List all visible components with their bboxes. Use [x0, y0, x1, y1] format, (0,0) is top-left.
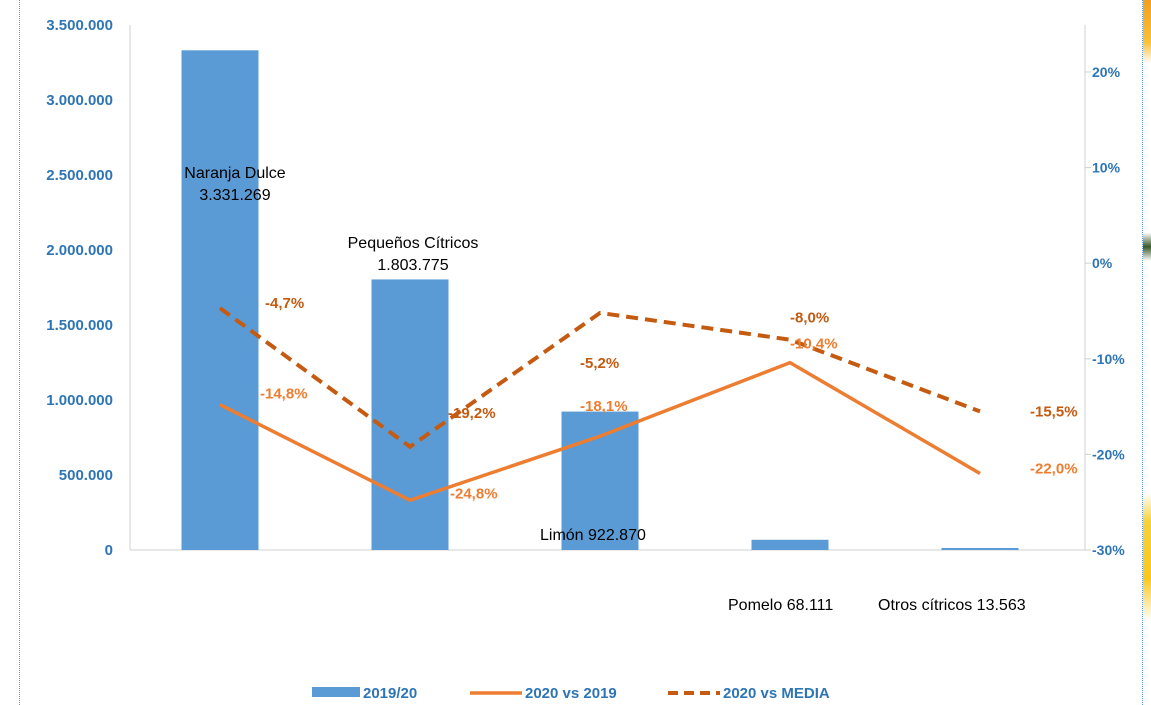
bar-data-label: Pequeños Cítricos 1.803.775: [348, 235, 479, 274]
y-left-tick-label: 1.000.000: [46, 392, 113, 409]
y-right-tick-label: -20%: [1092, 446, 1125, 462]
legend-label: 2020 vs MEDIA: [723, 685, 830, 702]
bar-data-label: Otros cítricos 13.563: [878, 597, 1026, 614]
line-data-label: -18,1%: [580, 398, 628, 415]
y-left-tick-label: 3.000.000: [46, 92, 113, 109]
bar-data-label-line: Limón 922.870: [540, 527, 646, 544]
bar-1: [181, 50, 259, 550]
bar-data-label-line: 3.331.269: [199, 187, 270, 204]
legend-label: 2019/20: [363, 685, 417, 702]
line-data-label: -10,4%: [790, 336, 838, 353]
line-data-label: -4,7%: [265, 295, 304, 312]
y-left-tick-label: 1.500.000: [46, 317, 113, 334]
line-data-label: -22,0%: [1030, 461, 1078, 478]
y-right-tick-label: 20%: [1092, 64, 1121, 80]
bar-data-label-line: 1.803.775: [377, 257, 448, 274]
bar-2: [371, 279, 449, 550]
bar-data-label: Limón 922.870: [540, 527, 646, 544]
bar-data-label-line: Otros cítricos 13.563: [878, 597, 1026, 614]
citrus-photo-edge: [1143, 0, 1151, 705]
bar-data-label-line: Naranja Dulce: [184, 165, 285, 182]
line-data-label: -19,2%: [448, 405, 496, 422]
line-data-label: -8,0%: [790, 310, 829, 327]
y-right-tick-label: -30%: [1092, 542, 1125, 558]
line-data-label: -24,8%: [450, 485, 498, 502]
line-data-label: -15,5%: [1030, 403, 1078, 420]
chart-frame-right-border: [1142, 0, 1143, 705]
line-data-label: -14,8%: [260, 386, 308, 403]
y-right-tick-label: -10%: [1092, 351, 1125, 367]
y-left-tick-label: 0: [105, 542, 113, 559]
bar-data-label: Naranja Dulce 3.331.269: [184, 165, 285, 204]
bar-data-label-line: Pequeños Cítricos: [348, 235, 479, 252]
bar-5: [941, 547, 1019, 550]
legend-label: 2020 vs 2019: [525, 685, 617, 702]
bar-4: [751, 539, 829, 550]
y-left-tick-label: 500.000: [59, 467, 113, 484]
bar-data-label-line: Pomelo 68.111: [728, 597, 833, 614]
bar-data-label: Pomelo 68.111: [728, 597, 833, 614]
legend-swatch-bar: [312, 687, 360, 697]
chart-frame-left-border: [19, 0, 20, 705]
line-data-label: -5,2%: [580, 355, 619, 372]
line-series-1: [219, 360, 981, 503]
line-series-2: [218, 306, 981, 450]
y-left-tick-label: 2.500.000: [46, 167, 113, 184]
y-right-tick-label: 10%: [1092, 160, 1121, 176]
y-right-tick-label: 0%: [1092, 255, 1113, 271]
y-left-tick-label: 2.000.000: [46, 242, 113, 259]
y-left-tick-label: 3.500.000: [46, 17, 113, 34]
